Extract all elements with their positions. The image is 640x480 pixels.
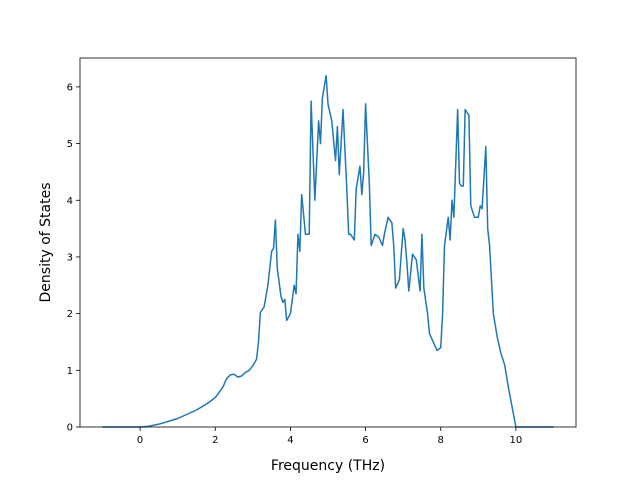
x-axis-label: Frequency (THz) xyxy=(271,458,385,474)
y-tick-label: 3 xyxy=(67,252,73,263)
y-tick-label: 0 xyxy=(67,423,73,434)
x-tick-label: 2 xyxy=(212,435,218,446)
x-tick-label: 6 xyxy=(362,435,368,446)
y-tick-label: 5 xyxy=(67,139,73,150)
plot-frame xyxy=(79,57,577,428)
y-tick-label: 4 xyxy=(67,196,73,207)
y-tick-label: 2 xyxy=(67,309,73,320)
x-tick-label: 10 xyxy=(510,435,523,446)
x-tick-label: 0 xyxy=(137,435,143,446)
x-tick-label: 4 xyxy=(287,435,293,446)
x-tick-label: 8 xyxy=(438,435,444,446)
dos-line xyxy=(102,74,554,428)
y-tick-label: 6 xyxy=(67,82,73,93)
y-tick-label: 1 xyxy=(67,366,73,377)
y-axis-label: Density of States xyxy=(38,183,54,303)
